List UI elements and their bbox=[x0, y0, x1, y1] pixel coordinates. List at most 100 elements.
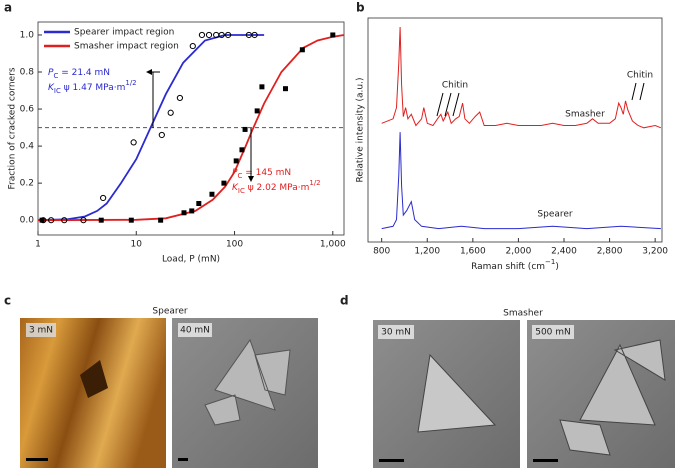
arrow-head bbox=[146, 69, 152, 75]
data-point bbox=[158, 217, 164, 223]
x-tick-label: 10 bbox=[131, 240, 143, 250]
annotation: Spearer bbox=[537, 210, 573, 220]
text-fragment: C bbox=[53, 72, 58, 80]
text-fragment: Raman shift (cm bbox=[471, 262, 545, 272]
text-fragment: 1/2 bbox=[125, 79, 136, 87]
x-tick-label: 2,800 bbox=[597, 247, 623, 257]
panel-title: Spearer bbox=[152, 307, 188, 317]
panel-label: b bbox=[356, 1, 365, 15]
annotation: Chitin bbox=[627, 71, 653, 81]
x-tick-label: 800 bbox=[373, 247, 390, 257]
annotation-arrow bbox=[639, 82, 645, 101]
data-point bbox=[98, 217, 104, 223]
y-axis-label: Fraction of cracked corners bbox=[8, 67, 18, 189]
y-tick-label: 0.6 bbox=[20, 105, 35, 115]
data-point bbox=[224, 31, 232, 39]
y-tick-label: 0.8 bbox=[20, 68, 35, 78]
panel-label: d bbox=[340, 294, 349, 308]
annotation: KIC ψ 1.47 MPa·m1/2 bbox=[48, 79, 137, 95]
data-point bbox=[205, 31, 213, 39]
x-tick-label: 1,600 bbox=[460, 247, 486, 257]
x-axis-label: Raman shift (cm−1) bbox=[471, 258, 559, 272]
text-fragment: ψ 1.47 MPa·m bbox=[61, 83, 126, 93]
scale-bar bbox=[178, 458, 188, 461]
annotation-arrow bbox=[631, 82, 637, 101]
x-tick-label: 3,200 bbox=[642, 247, 668, 257]
x-tick-label: 1 bbox=[35, 240, 41, 250]
annotation-arrow bbox=[444, 92, 452, 117]
data-point bbox=[330, 32, 336, 38]
data-point bbox=[254, 108, 260, 114]
inset-box bbox=[178, 323, 212, 337]
text-fragment: IC bbox=[238, 187, 245, 195]
annotation: KIC ψ 2.02 MPa·m1/2 bbox=[232, 179, 321, 195]
text-fragment: P bbox=[48, 68, 54, 78]
series-line bbox=[37, 34, 345, 222]
scale-bar bbox=[379, 459, 404, 462]
text-fragment: P bbox=[232, 168, 238, 178]
data-point bbox=[128, 217, 134, 223]
text-fragment: K bbox=[48, 83, 55, 93]
inset-box bbox=[378, 325, 414, 339]
text-fragment: 1/2 bbox=[309, 179, 320, 187]
data-point bbox=[80, 217, 87, 224]
y-tick-label: 0.4 bbox=[20, 142, 35, 152]
text-fragment: −1 bbox=[545, 258, 555, 266]
data-point bbox=[198, 31, 206, 39]
indent bbox=[204, 338, 291, 426]
text-fragment: C bbox=[237, 172, 242, 180]
text-fragment: IC bbox=[54, 87, 61, 95]
data-point bbox=[130, 139, 137, 146]
panel-title: Smasher bbox=[503, 309, 543, 319]
series-line bbox=[37, 34, 265, 222]
y-tick-label: 0.0 bbox=[20, 216, 35, 226]
data-point bbox=[282, 86, 288, 92]
text-fragment: = 21.4 mN bbox=[58, 68, 110, 78]
panel-label: c bbox=[4, 294, 11, 308]
text-fragment: ) bbox=[555, 262, 559, 272]
y-tick-label: 1.0 bbox=[20, 30, 35, 40]
data-point bbox=[39, 217, 45, 223]
data-point bbox=[158, 131, 165, 139]
inset-box bbox=[532, 325, 574, 339]
data-point bbox=[251, 31, 258, 39]
y-tick-label: 0.2 bbox=[20, 179, 34, 189]
data-point bbox=[259, 84, 265, 90]
indent bbox=[80, 360, 108, 398]
scale-bar bbox=[26, 458, 48, 461]
data-point bbox=[48, 217, 55, 224]
data-point bbox=[167, 109, 174, 116]
data-point bbox=[189, 208, 195, 214]
legend-label: Spearer impact region bbox=[74, 28, 174, 38]
x-tick-label: 2,000 bbox=[506, 247, 532, 257]
data-point bbox=[221, 180, 227, 186]
annotation-arrow bbox=[452, 92, 460, 117]
plot-frame bbox=[37, 21, 345, 236]
inset-label: 40 mN bbox=[180, 326, 210, 336]
inset-box bbox=[26, 323, 56, 337]
data-point bbox=[242, 126, 248, 132]
indent bbox=[417, 353, 497, 433]
data-point bbox=[176, 94, 184, 102]
annotation: Smasher bbox=[565, 110, 605, 120]
series-line bbox=[381, 132, 661, 230]
y-axis-label: Relative intensity (a.u.) bbox=[356, 78, 366, 183]
x-axis-label: Load, P (mN) bbox=[162, 255, 220, 265]
inset-label: 30 mN bbox=[381, 328, 411, 338]
annotation: PC = 21.4 mN bbox=[48, 68, 110, 81]
data-point bbox=[239, 147, 245, 153]
x-tick-label: 1,000 bbox=[320, 240, 346, 250]
panel-label: a bbox=[4, 1, 12, 15]
inset-label: 500 mN bbox=[535, 328, 571, 338]
annotation-arrow bbox=[436, 92, 444, 117]
x-tick-label: 2,400 bbox=[551, 247, 577, 257]
data-point bbox=[299, 47, 305, 53]
plot-frame bbox=[367, 17, 663, 243]
data-point bbox=[61, 217, 68, 224]
annotation: PC = 145 mN bbox=[232, 168, 291, 181]
x-tick-label: 100 bbox=[226, 240, 243, 250]
indent bbox=[559, 339, 666, 456]
x-tick-label: 1,200 bbox=[414, 247, 440, 257]
arrow-head bbox=[248, 176, 254, 182]
